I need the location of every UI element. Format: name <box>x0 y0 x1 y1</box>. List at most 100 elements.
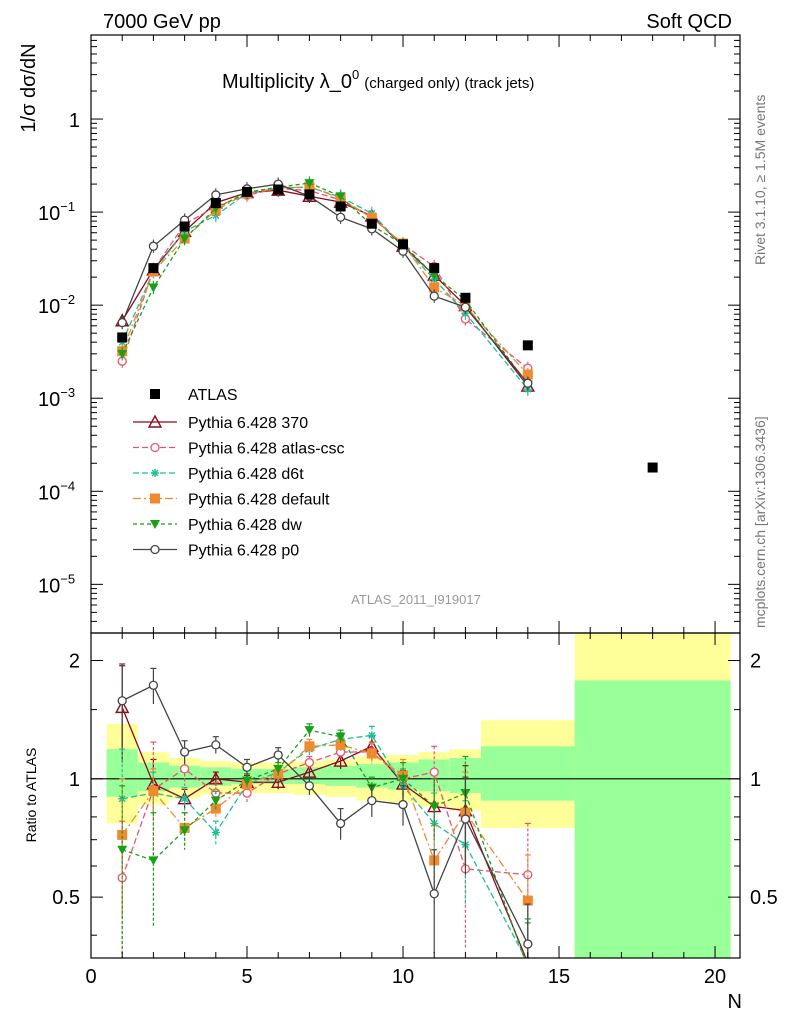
ratio-point-dw <box>304 726 315 736</box>
ratio-point-dw <box>273 764 284 774</box>
legend-label-default: Pythia 6.428 default <box>188 492 330 509</box>
ratio-point-d6t <box>524 959 532 967</box>
ratio-y-tick-label-right: 1 <box>750 769 761 791</box>
legend-marker-d6t <box>151 469 159 477</box>
ratio-point-p0 <box>335 818 346 829</box>
ratio-y-tick-label: 2 <box>69 651 80 673</box>
ratio-point-atlas-csc <box>242 788 252 798</box>
legend-marker-dw <box>150 520 160 529</box>
point-atlas <box>117 332 128 343</box>
point-atlas <box>460 292 471 303</box>
uncertainty-band-stat-2 <box>169 765 201 788</box>
ratio-point-d6t <box>180 794 189 803</box>
mcplots-label: mcplots.cern.ch [arXiv:1306.3436] <box>752 416 768 628</box>
point-default <box>522 369 533 380</box>
ratio-y-tick-label: 0.5 <box>52 887 80 909</box>
legend-entry-dw: Pythia 6.428 dw <box>133 517 302 534</box>
y-tick-label: 1 <box>69 110 80 132</box>
point-default <box>429 282 440 293</box>
point-p0 <box>429 291 439 301</box>
y-tick-label-exponent: −3 <box>60 385 75 400</box>
y-tick-label: 10−1 <box>38 199 75 225</box>
ratio-point-370 <box>271 774 286 788</box>
legend-marker-p0 <box>150 544 160 555</box>
y-tick-label-exponent: −4 <box>60 478 75 493</box>
ratio-plot-area <box>91 633 740 973</box>
series-d6t <box>118 180 532 396</box>
y-tick-label-base: 10 <box>38 296 60 318</box>
legend-entry-p0: Pythia 6.428 p0 <box>133 543 299 560</box>
ratio-point-default <box>304 741 315 752</box>
point-dw <box>304 179 315 189</box>
point-atlas <box>398 239 409 250</box>
point-p0 <box>523 378 533 388</box>
point-p0 <box>148 241 159 251</box>
point-default <box>366 212 377 223</box>
ratio-point-dw <box>429 802 440 812</box>
y-tick-label-base: 10 <box>38 575 60 597</box>
ratio-point-default <box>522 895 533 906</box>
x-tick-label: 15 <box>548 966 570 988</box>
point-p0 <box>460 302 471 312</box>
line-default <box>121 185 529 375</box>
ratio-y-axis-label: Ratio to ATLAS <box>23 748 39 843</box>
legend-label-d6t: Pythia 6.428 d6t <box>188 466 304 483</box>
y-tick-label-exponent: −1 <box>60 199 75 214</box>
plot-title-suffix: (charged only) (track jets) <box>364 75 534 92</box>
series-atlas-csc <box>117 181 533 375</box>
energy-label: 7000 GeV pp <box>103 11 221 33</box>
uncertainty-band-stat-7 <box>325 765 357 786</box>
point-dw <box>117 349 128 359</box>
x-tick-label: 0 <box>85 966 96 988</box>
ratio-point-p0 <box>179 747 190 757</box>
legend-label-370: Pythia 6.428 370 <box>188 415 308 432</box>
ratio-point-d6t <box>211 828 220 837</box>
point-dw <box>335 192 346 202</box>
main-y-axis-label: 1/σ dσ/dN <box>18 43 40 132</box>
legend-marker-default <box>150 493 160 504</box>
point-dw <box>148 283 159 293</box>
point-atlas <box>242 186 253 197</box>
y-tick-label: 10−2 <box>38 292 75 318</box>
ratio-point-dw <box>335 732 346 742</box>
point-atlas <box>273 184 284 195</box>
ratio-point-p0 <box>304 781 315 791</box>
category-label: Soft QCD <box>646 11 732 33</box>
ratio-point-dw <box>210 796 221 806</box>
x-tick-label: 5 <box>241 966 252 988</box>
ratio-point-dw <box>242 776 253 786</box>
series-p0 <box>117 177 533 390</box>
legend-label-p0: Pythia 6.428 p0 <box>188 543 299 560</box>
ratio-point-p0 <box>460 814 471 824</box>
y-tick-label-exponent: −5 <box>60 571 75 586</box>
uncertainty-band-stat-8 <box>356 764 388 788</box>
ratio-point-p0 <box>211 740 221 750</box>
rivet-version-label: Rivet 3.1.10, ≥ 1.5M events <box>752 95 768 265</box>
ratio-y-tick-label-right: 0.5 <box>750 887 778 909</box>
legend-label-atlas: ATLAS <box>188 387 238 404</box>
ratio-point-p0 <box>398 799 408 810</box>
main-data-layer <box>115 176 658 473</box>
point-atlas <box>429 263 440 274</box>
ratio-point-p0 <box>242 762 252 772</box>
series-default <box>117 179 533 382</box>
ratio-point-atlas-csc <box>429 767 439 777</box>
point-dw <box>429 271 440 281</box>
legend-entry-d6t: Pythia 6.428 d6t <box>133 466 304 483</box>
x-axis-label: N <box>728 991 742 1013</box>
legend-entry-atlas-csc: Pythia 6.428 atlas-csc <box>133 441 345 458</box>
legend-marker-atlas <box>150 389 160 399</box>
series-atlas-data <box>117 184 658 473</box>
ratio-point-default <box>117 829 128 840</box>
point-atlas <box>179 221 190 232</box>
ratio-point-p0 <box>367 795 377 806</box>
ratio-y-tick-label: 1 <box>69 769 80 791</box>
y-tick-label: 10−3 <box>38 385 75 411</box>
ratio-point-dw <box>523 964 533 973</box>
ratio-point-dw <box>117 845 128 855</box>
point-atlas <box>210 198 221 209</box>
ratio-point-p0 <box>429 889 439 899</box>
point-atlas <box>522 340 533 351</box>
